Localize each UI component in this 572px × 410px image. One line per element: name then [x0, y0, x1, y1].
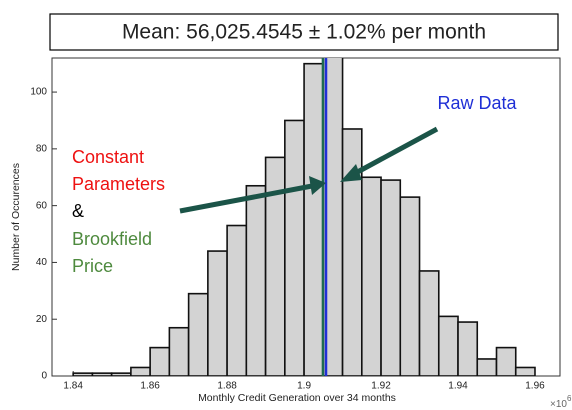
x-tick-label: 1.86 [140, 381, 160, 392]
x-multiplier-base: ×10 [550, 399, 567, 410]
arrow-shaft [179, 183, 313, 214]
bar [72, 372, 94, 376]
x-multiplier: ×106 [550, 394, 572, 410]
x-axis-label: Monthly Credit Generation over 34 months [198, 392, 396, 404]
annotation: Price [72, 256, 113, 276]
bar [303, 62, 325, 376]
annotation: & [72, 201, 84, 221]
arrows [179, 126, 439, 214]
x-tick-label: 1.84 [63, 381, 83, 392]
annotation: Constant [72, 147, 144, 167]
title-box [49, 13, 559, 51]
bar [149, 346, 171, 376]
y-tick-label: 100 [30, 87, 47, 98]
bar [110, 372, 132, 376]
arrow-shaft [350, 126, 439, 178]
annotation: Raw Data [437, 93, 517, 113]
x-tick-label: 1.92 [371, 381, 391, 392]
chart-title: Mean: 56,025.4545 ± 1.02% per month [122, 21, 486, 44]
bars [72, 58, 536, 376]
bar [168, 326, 190, 376]
bar [361, 176, 382, 376]
bar [495, 346, 517, 376]
bar [514, 366, 536, 376]
bar [476, 358, 498, 376]
bar [130, 366, 151, 376]
y-tick-label: 20 [36, 314, 48, 325]
bar [207, 250, 228, 376]
x-tick-label: 1.88 [217, 381, 237, 392]
y-tick-label: 80 [36, 143, 48, 154]
y-tick-label: 60 [36, 200, 48, 211]
bar [341, 128, 363, 376]
bar [187, 292, 209, 376]
bar [284, 119, 305, 376]
bar [457, 321, 479, 376]
bar [245, 184, 267, 376]
arrow-head [309, 176, 326, 195]
bar [226, 224, 248, 376]
annotation: Parameters [72, 174, 165, 194]
y-tick-label: 40 [36, 257, 48, 268]
x-tick-label: 1.94 [448, 381, 468, 392]
arrow-head [340, 164, 362, 182]
bar [437, 315, 459, 376]
x-tick-label: 1.9 [297, 381, 311, 392]
bar [418, 270, 440, 376]
annotation: Brookfield [72, 229, 152, 249]
bar [91, 372, 113, 376]
y-axis-label: Number of Occurences [10, 163, 22, 271]
bar [399, 196, 421, 376]
annotations: Raw Data Constant Parameters & Brookfield Pri… [72, 93, 518, 276]
y-tick-label: 0 [41, 371, 47, 382]
x-tick-label: 1.96 [525, 381, 545, 392]
x-multiplier-exponent: 6 [567, 394, 572, 403]
bar [380, 179, 402, 376]
